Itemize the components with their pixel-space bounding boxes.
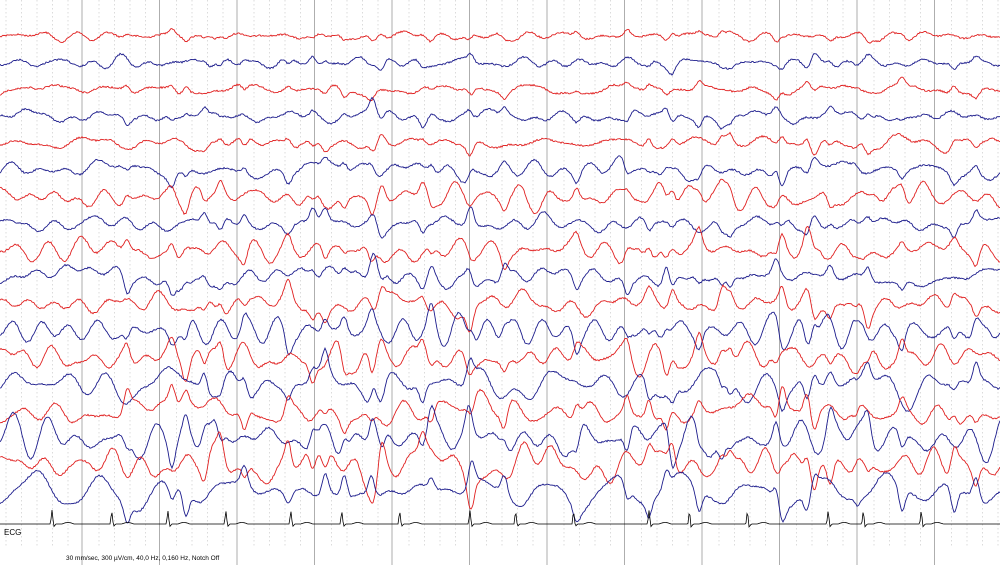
ecg-trace <box>0 509 1000 528</box>
eeg-channel-trace-5 <box>0 131 1000 157</box>
eeg-channel-trace-3 <box>0 76 1000 102</box>
eeg-channel-trace-14 <box>0 347 1000 413</box>
eeg-channel-trace-8 <box>0 206 1000 239</box>
eeg-channel-trace-12 <box>0 303 1000 356</box>
eeg-channel-trace-9 <box>0 225 1000 271</box>
recording-settings: 30 mm/sec, 300 µV/cm, 40,0 Hz, 0,160 Hz,… <box>66 555 220 562</box>
eeg-channel-trace-11 <box>0 278 1000 333</box>
eeg-channel-trace-1 <box>0 28 1000 44</box>
eeg-channel-trace-6 <box>0 155 1000 189</box>
eeg-channel-trace-10 <box>0 252 1000 296</box>
ecg-line <box>0 509 1000 528</box>
eeg-traces <box>0 28 1000 524</box>
eeg-channel-trace-4 <box>0 96 1000 130</box>
eeg-channel-trace-15 <box>0 383 1000 435</box>
eeg-channel-trace-7 <box>0 178 1000 216</box>
eeg-channel-trace-13 <box>0 331 1000 384</box>
eeg-channel-trace-18 <box>0 460 1000 524</box>
eeg-channel-trace-17 <box>0 430 1000 510</box>
eeg-channel-trace-2 <box>0 52 1000 76</box>
ecg-channel-label: ECG <box>4 528 22 537</box>
eeg-channel-trace-16 <box>0 404 1000 470</box>
time-grid <box>5 0 999 565</box>
